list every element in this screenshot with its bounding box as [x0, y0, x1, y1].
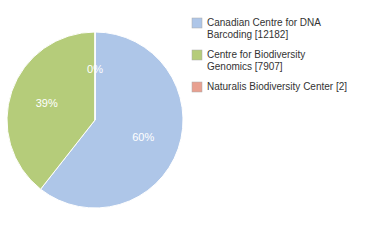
data-label: 39%	[36, 97, 58, 109]
legend-label: Naturalis Biodiversity Center [2]	[207, 81, 347, 92]
data-labels: 60% 39% 0%	[36, 63, 155, 143]
legend-swatch	[192, 50, 202, 60]
legend-swatch	[192, 18, 202, 28]
legend-label: Centre for BiodiversityGenomics [7907]	[207, 49, 305, 72]
chart: 60% 39% 0% Canadian Centre for DNABarcoding…	[0, 0, 380, 240]
legend: Canadian Centre for DNABarcoding [12182]…	[192, 17, 347, 93]
slices	[7, 32, 183, 208]
legend-label: Canadian Centre for DNABarcoding [12182]	[207, 17, 321, 40]
slice	[95, 32, 96, 120]
data-label: 0%	[87, 63, 103, 75]
data-label: 60%	[132, 131, 154, 143]
legend-swatch	[192, 82, 202, 92]
slice	[7, 32, 95, 189]
